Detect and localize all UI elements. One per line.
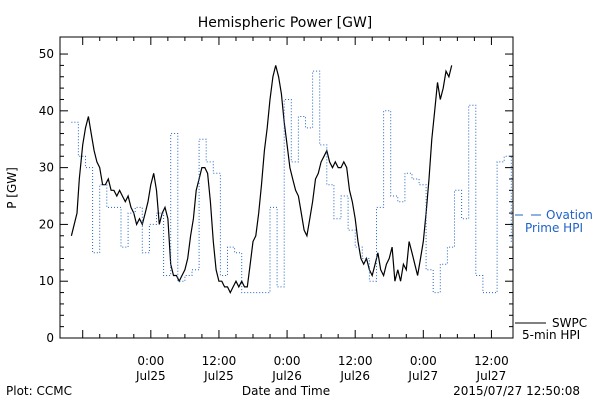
x-axis-label: Date and Time: [242, 384, 330, 398]
series-layer: [70, 65, 513, 294]
y-axis: 0 10 20 30 40 50: [39, 47, 513, 345]
y-tick-label: 30: [39, 161, 54, 175]
x-tick-date-label: Jul27: [407, 369, 438, 383]
x-tick-time-label: 0:00: [410, 354, 437, 368]
series-swpc-5min-hpi: [70, 65, 453, 294]
x-tick-time-label: 0:00: [274, 354, 301, 368]
legend-ovation-label-2: Prime HPI: [525, 221, 583, 235]
chart-title: Hemispheric Power [GW]: [198, 15, 373, 31]
x-tick-date-label: Jul26: [339, 369, 370, 383]
y-tick-label: 20: [39, 217, 54, 231]
x-axis: 0:00Jul2512:00Jul250:00Jul2612:00Jul260:…: [82, 37, 509, 383]
legend-ovation-label-1: Ovation: [546, 208, 593, 222]
x-tick-date-label: Jul25: [135, 369, 166, 383]
legend-swpc-label-1: SWPC: [552, 316, 587, 330]
y-tick-label: 0: [46, 331, 54, 345]
x-tick-date-label: Jul26: [271, 369, 302, 383]
x-tick-time-label: 12:00: [202, 354, 237, 368]
y-tick-label: 10: [39, 274, 54, 288]
y-tick-label: 50: [39, 47, 54, 61]
x-tick-time-label: 12:00: [338, 354, 373, 368]
legend-swpc-label-2: 5-min HPI: [522, 328, 580, 342]
y-axis-label: P [GW]: [5, 167, 19, 209]
x-tick-date-label: Jul27: [476, 369, 507, 383]
y-tick-label: 40: [39, 104, 54, 118]
x-tick-date-label: Jul25: [203, 369, 234, 383]
plot-frame: [59, 36, 514, 339]
x-tick-time-label: 12:00: [474, 354, 509, 368]
x-tick-time-label: 0:00: [137, 354, 164, 368]
plot-timestamp: 2015/07/27 12:50:08: [453, 384, 580, 398]
series-ovation-prime-hpi: [71, 70, 513, 294]
plot-credit: Plot: CCMC: [6, 384, 72, 398]
